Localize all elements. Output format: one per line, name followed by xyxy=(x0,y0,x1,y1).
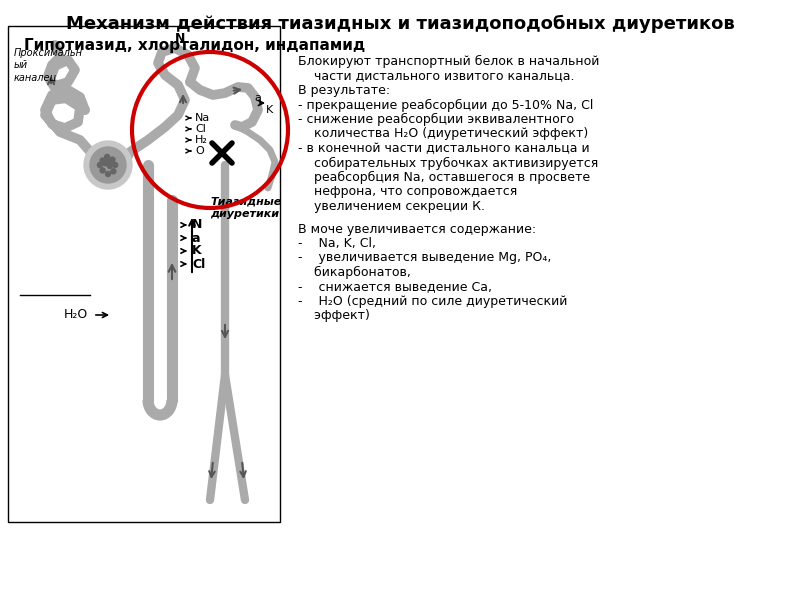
Text: -    увеличивается выведение Mg, PO₄,: - увеличивается выведение Mg, PO₄, xyxy=(298,251,551,265)
Circle shape xyxy=(111,169,116,174)
Text: Механизм действия тиазидных и тиазидоподобных диуретиков: Механизм действия тиазидных и тиазидопод… xyxy=(66,15,734,33)
Text: В моче увеличивается содержание:: В моче увеличивается содержание: xyxy=(298,223,536,235)
Text: реабсорбция Na, оставшегося в просвете: реабсорбция Na, оставшегося в просвете xyxy=(298,171,590,184)
Text: -    H₂O (средний по силе диуретический: - H₂O (средний по силе диуретический xyxy=(298,295,567,308)
Text: части дистального извитого канальца.: части дистального извитого канальца. xyxy=(298,70,574,82)
Text: -    Na, K, Cl,: - Na, K, Cl, xyxy=(298,237,376,250)
Circle shape xyxy=(106,172,110,176)
Text: - прекращение реабсорбции до 5-10% Na, Cl: - прекращение реабсорбции до 5-10% Na, C… xyxy=(298,98,594,112)
Text: эффект): эффект) xyxy=(298,310,370,323)
Circle shape xyxy=(102,161,108,166)
Circle shape xyxy=(100,168,105,173)
Text: - в конечной части дистального канальца и: - в конечной части дистального канальца … xyxy=(298,142,590,155)
Text: Cl: Cl xyxy=(192,257,206,271)
Text: Гипотиазид, хлорталидон, индапамид: Гипотиазид, хлорталидон, индапамид xyxy=(24,38,366,53)
Text: a: a xyxy=(254,93,261,103)
Bar xyxy=(8,26,280,522)
Text: количества H₂O (диуретический эффект): количества H₂O (диуретический эффект) xyxy=(298,127,588,140)
Text: Проксимальн
ый
каналец: Проксимальн ый каналец xyxy=(14,48,83,83)
Text: - снижение реабсорбции эквивалентного: - снижение реабсорбции эквивалентного xyxy=(298,113,574,126)
Circle shape xyxy=(98,163,102,167)
Circle shape xyxy=(100,158,105,163)
Text: нефрона, что сопровождается: нефрона, что сопровождается xyxy=(298,185,518,199)
Text: В результате:: В результате: xyxy=(298,84,390,97)
Text: K: K xyxy=(192,245,202,257)
Text: N: N xyxy=(192,218,202,232)
Text: увеличением секреции К.: увеличением секреции К. xyxy=(298,200,485,213)
Text: N: N xyxy=(175,32,185,45)
Circle shape xyxy=(90,147,126,183)
Text: K: K xyxy=(266,105,274,115)
Circle shape xyxy=(110,157,115,162)
Text: Блокируют транспортный белок в начальной: Блокируют транспортный белок в начальной xyxy=(298,55,599,68)
Text: бикарбонатов,: бикарбонатов, xyxy=(298,266,411,279)
Text: a: a xyxy=(192,232,201,245)
Circle shape xyxy=(113,163,118,167)
Text: H₂: H₂ xyxy=(195,135,208,145)
Circle shape xyxy=(105,154,110,160)
Text: -    снижается выведение Ca,: - снижается выведение Ca, xyxy=(298,280,492,293)
Text: Тиазидные
диуретики: Тиазидные диуретики xyxy=(210,197,282,220)
Circle shape xyxy=(109,160,114,165)
Circle shape xyxy=(107,163,112,169)
Text: Cl: Cl xyxy=(195,124,206,134)
Text: собирательных трубочках активизируется: собирательных трубочках активизируется xyxy=(298,157,598,170)
Text: H₂O: H₂O xyxy=(64,308,88,322)
Text: O: O xyxy=(195,146,204,156)
Circle shape xyxy=(106,159,110,164)
Circle shape xyxy=(84,141,132,189)
Text: Na: Na xyxy=(195,113,210,123)
